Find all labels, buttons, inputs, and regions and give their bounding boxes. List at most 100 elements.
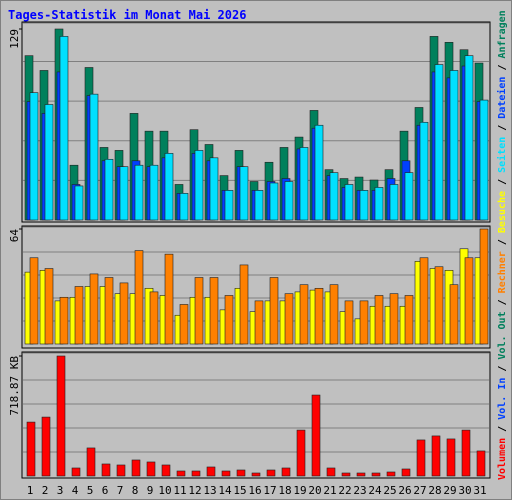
- bar: [449, 70, 459, 221]
- y-tick-label: 718.87 KB: [8, 356, 21, 416]
- x-tick-label: 14: [218, 484, 232, 497]
- bar: [434, 64, 444, 221]
- bar: [326, 467, 336, 477]
- bar: [191, 470, 201, 477]
- bar: [164, 253, 174, 345]
- bar: [344, 184, 354, 221]
- x-tick-label: 13: [203, 484, 216, 497]
- x-tick-label: 3: [57, 484, 64, 497]
- bar: [461, 429, 471, 477]
- x-tick-label: 22: [338, 484, 351, 497]
- bar: [176, 470, 186, 477]
- bar: [56, 355, 66, 477]
- bar: [161, 464, 171, 477]
- bar: [236, 469, 246, 477]
- bar: [359, 300, 369, 345]
- chart-title: Tages-Statistik im Monat Mai 2026: [8, 8, 246, 22]
- x-tick-label: 9: [147, 484, 154, 497]
- bar: [104, 158, 114, 221]
- x-tick-label: 31: [473, 484, 486, 497]
- x-tick-label: 19: [293, 484, 306, 497]
- bar: [284, 181, 294, 221]
- bar: [134, 250, 144, 345]
- bar: [434, 266, 444, 345]
- bar: [59, 296, 69, 345]
- x-tick-label: 5: [87, 484, 94, 497]
- x-tick-label: 4: [72, 484, 79, 497]
- bar: [374, 295, 384, 345]
- bar: [479, 99, 489, 221]
- bar: [314, 124, 324, 221]
- bar: [44, 268, 54, 345]
- bar: [419, 257, 429, 345]
- bar: [401, 468, 411, 477]
- bar: [101, 463, 111, 477]
- bar: [89, 273, 99, 345]
- x-tick-label: 20: [308, 484, 321, 497]
- bar: [104, 277, 114, 345]
- x-tick-label: 1: [27, 484, 34, 497]
- bar: [476, 450, 486, 477]
- bar: [389, 184, 399, 221]
- x-tick-label: 30: [458, 484, 471, 497]
- bar: [251, 472, 261, 477]
- bar: [329, 284, 339, 345]
- legend-separator: /: [497, 119, 508, 137]
- legend-separator: /: [497, 420, 508, 438]
- bar: [164, 153, 174, 221]
- bar: [404, 172, 414, 221]
- bar: [386, 471, 396, 477]
- bar: [224, 295, 234, 345]
- bar: [311, 394, 321, 477]
- bar: [29, 92, 39, 221]
- bar: [29, 257, 39, 345]
- bar: [74, 185, 84, 221]
- x-tick-label: 2: [42, 484, 49, 497]
- bar: [41, 416, 51, 477]
- bar: [416, 439, 426, 477]
- x-tick-label: 11: [173, 484, 186, 497]
- panel: [21, 351, 491, 479]
- bar: [179, 304, 189, 345]
- bar: [356, 472, 366, 477]
- x-tick-label: 15: [233, 484, 246, 497]
- bar: [209, 277, 219, 345]
- legend-separator: /: [497, 173, 508, 191]
- bar: [194, 150, 204, 221]
- bar: [254, 300, 264, 345]
- bar: [374, 187, 384, 221]
- bar: [281, 467, 291, 477]
- bar: [419, 121, 429, 221]
- legend-entry: Vol. Out: [497, 311, 508, 359]
- bar: [26, 421, 36, 477]
- x-tick-label: 29: [443, 484, 456, 497]
- legend-separator: /: [497, 360, 508, 378]
- bar: [449, 284, 459, 345]
- bar: [59, 36, 69, 221]
- bar: [239, 264, 249, 345]
- bar: [344, 300, 354, 345]
- bar: [371, 472, 381, 477]
- bar: [209, 157, 219, 221]
- bar: [269, 277, 279, 345]
- bar: [239, 166, 249, 221]
- bar: [179, 193, 189, 221]
- bar: [86, 447, 96, 477]
- bar: [74, 286, 84, 345]
- x-tick-label: 27: [413, 484, 426, 497]
- x-tick-label: 17: [263, 484, 276, 497]
- x-tick-label: 21: [323, 484, 336, 497]
- bar: [221, 470, 231, 477]
- bar: [131, 459, 141, 477]
- bar: [341, 472, 351, 477]
- x-tick-label: 6: [102, 484, 109, 497]
- x-tick-label: 25: [383, 484, 396, 497]
- bar: [389, 293, 399, 345]
- bar: [119, 282, 129, 345]
- bar: [296, 429, 306, 477]
- x-tick-label: 12: [188, 484, 201, 497]
- legend-separator: /: [497, 58, 508, 76]
- bar: [119, 166, 129, 221]
- x-tick-label: 7: [117, 484, 124, 497]
